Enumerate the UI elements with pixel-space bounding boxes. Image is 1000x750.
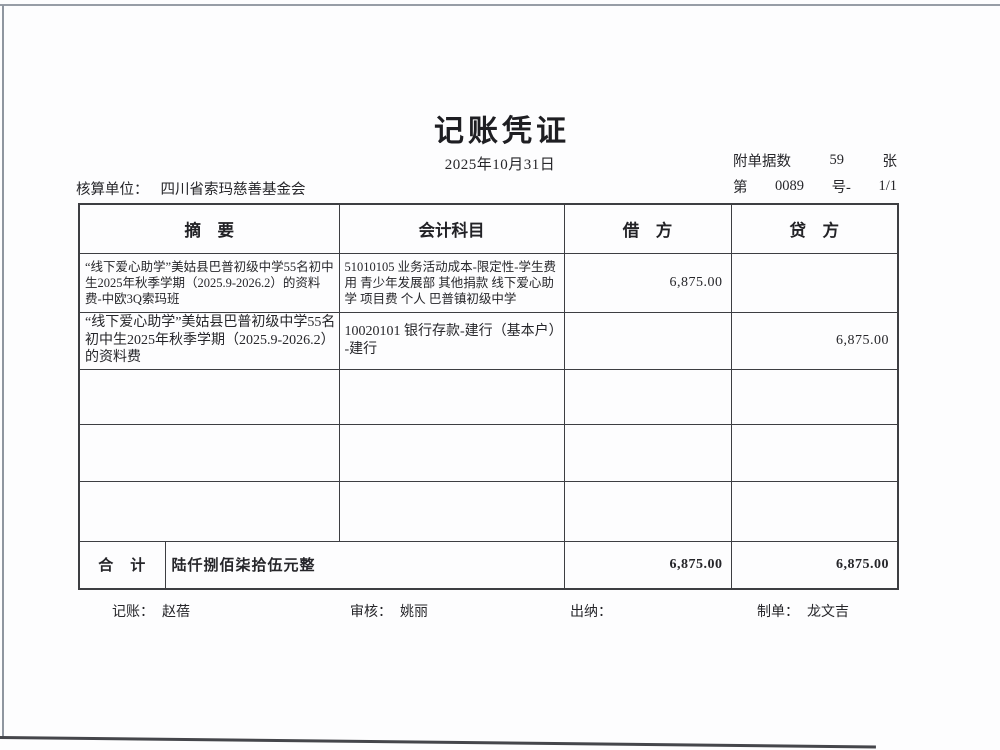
attachment-count-row: 附单据数 59 张 [733, 147, 897, 173]
credit-cell [730, 423, 899, 482]
accounting-unit-line: 核算单位： 四川省索玛慈善基金会 [76, 178, 306, 199]
summary-cell [78, 480, 340, 542]
bookkeeper-label: 记账： [112, 605, 154, 620]
attachment-label: 附单据数 [733, 153, 791, 170]
cashier-label: 出纳： [570, 605, 612, 620]
table-header-row: 摘 要 会计科目 借 方 贷 方 [78, 203, 899, 254]
signature-bookkeeper: 记账： 赵蓓 [112, 601, 190, 621]
voucher-no-connector: 号- [831, 179, 851, 196]
summary-cell [78, 423, 340, 482]
total-amount-in-words: 陆仟捌佰柒拾伍元整 [164, 540, 565, 590]
voucher-no-prefix: 第 [733, 179, 748, 196]
credit-cell: 6,875.00 [730, 311, 899, 370]
attachment-unit: 张 [882, 153, 898, 170]
voucher-number-row: 第 0089 号- 1/1 [733, 173, 897, 199]
table-row: “线下爱心助学”美姑县巴普初级中学55名初中生2025年秋季学期（2025.9-… [78, 311, 899, 370]
summary-cell: “线下爱心助学”美姑县巴普初级中学55名初中生2025年秋季学期（2025.9-… [78, 311, 340, 370]
table-row [78, 480, 899, 542]
reviewer-label: 审核： [350, 605, 392, 620]
scan-edge-bottom [0, 736, 876, 749]
accounting-unit-name: 四川省索玛慈善基金会 [160, 182, 306, 198]
account-cell [338, 368, 565, 425]
scan-edge-top [0, 4, 1000, 6]
preparer-name: 龙文吉 [807, 605, 849, 620]
attachment-count: 59 [829, 151, 845, 168]
scan-edge-left [2, 5, 4, 737]
accounting-unit-label: 核算单位： [76, 182, 149, 198]
voucher-table: 摘 要 会计科目 借 方 贷 方 “线下爱心助学”美姑县巴普初级中学55名初中生… [78, 203, 899, 590]
credit-cell [730, 480, 899, 542]
debit-cell [563, 311, 732, 370]
table-row [78, 368, 899, 425]
reviewer-name: 姚丽 [400, 605, 428, 620]
account-cell [338, 480, 565, 542]
credit-cell [730, 252, 899, 313]
bookkeeper-name: 赵蓓 [162, 605, 190, 620]
summary-cell [78, 368, 340, 425]
preparer-label: 制单： [757, 605, 799, 620]
voucher-title: 记账凭证 [434, 115, 570, 148]
signature-cashier: 出纳： [570, 601, 620, 621]
voucher-no-page: 1/1 [878, 177, 897, 194]
table-row [78, 423, 899, 482]
credit-cell [730, 368, 899, 425]
voucher-date: 2025年10月31日 [444, 157, 556, 173]
col-header-account: 会计科目 [338, 203, 565, 254]
account-cell [338, 423, 565, 482]
debit-cell: 6,875.00 [563, 252, 732, 313]
summary-cell: “线下爱心助学”美姑县巴普初级中学55名初中生2025年秋季学期（2025.9-… [78, 252, 340, 313]
debit-cell [563, 480, 732, 542]
signature-preparer: 制单： 龙文吉 [757, 601, 849, 621]
account-cell: 51010105 业务活动成本-限定性-学生费用 青少年发展部 其他捐款 线下爱… [338, 252, 565, 313]
account-cell: 10020101 银行存款-建行（基本户）-建行 [338, 311, 565, 370]
col-header-summary: 摘 要 [78, 203, 340, 254]
debit-cell [563, 368, 732, 425]
table-row: “线下爱心助学”美姑县巴普初级中学55名初中生2025年秋季学期（2025.9-… [78, 252, 899, 313]
col-header-credit: 贷 方 [730, 203, 899, 254]
col-header-debit: 借 方 [563, 203, 732, 254]
total-debit: 6,875.00 [563, 540, 732, 590]
signature-reviewer: 审核： 姚丽 [350, 601, 428, 621]
total-row: 合 计 陆仟捌佰柒拾伍元整 6,875.00 6,875.00 [78, 540, 899, 590]
debit-cell [563, 423, 732, 482]
total-label: 合 计 [78, 540, 166, 590]
total-credit: 6,875.00 [730, 540, 899, 590]
voucher-no-number: 0089 [775, 177, 805, 194]
voucher-meta: 附单据数 59 张 第 0089 号- 1/1 [733, 147, 897, 199]
